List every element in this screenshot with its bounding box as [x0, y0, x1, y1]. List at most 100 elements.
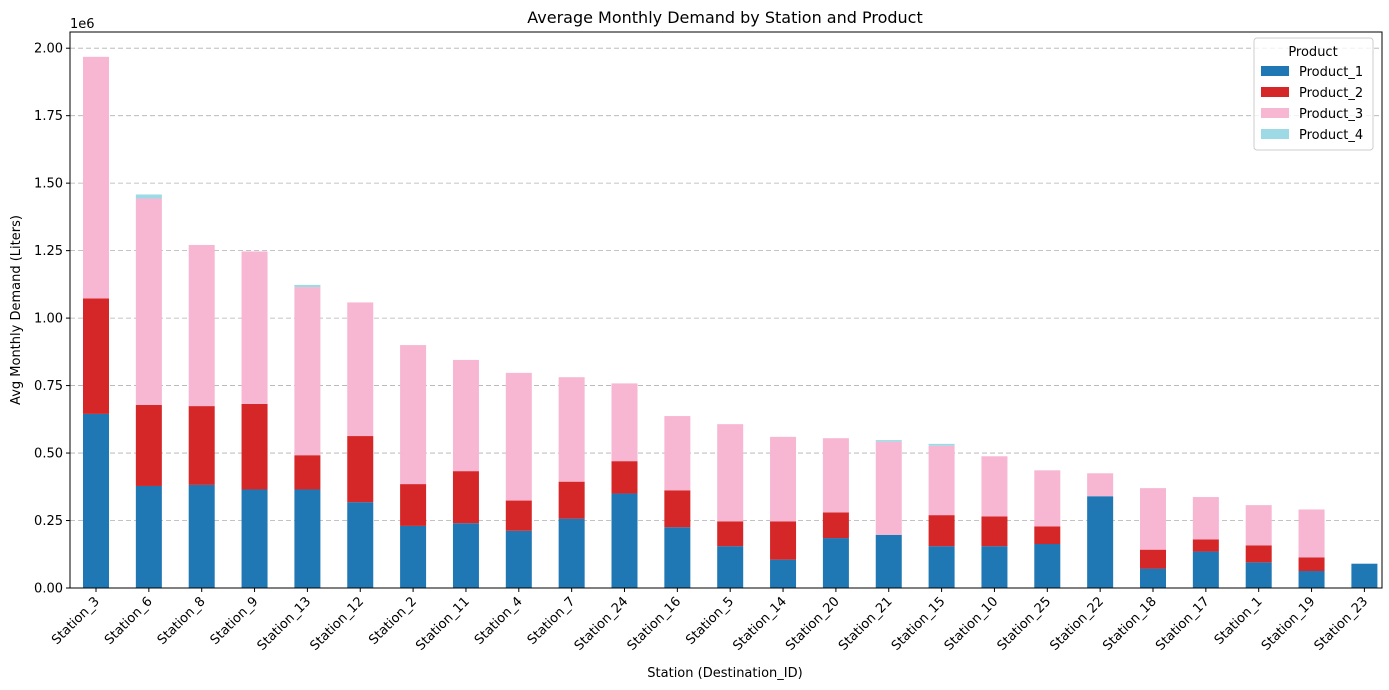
bar-segment-product-3	[981, 456, 1008, 517]
bar-segment-product-2	[717, 521, 744, 547]
y-tick-label: 0.50	[34, 447, 63, 462]
y-tick-label: 1.00	[34, 312, 63, 327]
bar-segment-product-3	[400, 345, 427, 485]
bar-segment-product-3	[1140, 488, 1166, 550]
x-tick-label: Station_1	[1212, 594, 1266, 648]
x-tick-label: Station_23	[1312, 594, 1372, 654]
bar-segment-product-1	[611, 493, 638, 588]
bar-segment-product-3	[664, 416, 691, 491]
bar-segment-product-2	[664, 490, 691, 528]
legend-swatch	[1261, 87, 1289, 97]
bar-segment-product-3	[770, 436, 797, 522]
bar-segment-product-1	[83, 413, 109, 588]
chart-title: Average Monthly Demand by Station and Pr…	[527, 8, 923, 27]
bar-segment-product-2	[241, 403, 268, 490]
bar-segment-product-4	[135, 194, 162, 199]
bar-segment-product-3	[822, 438, 849, 513]
bar-segment-product-2	[1298, 557, 1325, 571]
bar-segment-product-1	[1140, 568, 1166, 588]
legend-swatch	[1261, 129, 1289, 139]
legend-swatch	[1261, 108, 1289, 118]
x-tick-label: Station_11	[413, 594, 473, 654]
y-tick-label: 1.25	[34, 244, 63, 259]
bar-segment-product-1	[1351, 563, 1378, 588]
y-tick-label: 1.75	[34, 109, 63, 124]
x-tick-label: Station_21	[836, 594, 896, 654]
x-tick-label: Station_8	[155, 594, 209, 648]
bar-segment-product-3	[717, 424, 744, 522]
x-tick-label: Station_16	[625, 594, 685, 654]
bar-segment-product-3	[1245, 505, 1272, 546]
x-tick-label: Station_10	[942, 594, 1002, 654]
y-tick-label: 0.25	[34, 514, 63, 529]
bar-segment-product-3	[505, 372, 532, 501]
bar-segment-product-2	[981, 516, 1008, 547]
x-tick-label: Station_5	[683, 594, 737, 648]
bar-segment-product-3	[1192, 497, 1219, 540]
bar-segment-product-3	[294, 287, 321, 456]
bar-segment-product-1	[981, 546, 1008, 588]
x-tick-label: Station_12	[307, 594, 367, 654]
bar-segment-product-2	[135, 405, 162, 486]
x-tick-label: Station_19	[1259, 594, 1319, 654]
y-axis-label: Avg Monthly Demand (Liters)	[9, 215, 24, 405]
bar-segment-product-1	[1192, 551, 1219, 588]
bar-segment-product-2	[928, 515, 955, 547]
x-tick-label: Station_7	[525, 594, 579, 648]
bar-segment-product-2	[558, 481, 585, 519]
bar-segment-product-1	[717, 546, 744, 588]
bar-segment-product-3	[558, 377, 585, 482]
y-tick-label: 1.50	[34, 177, 63, 192]
bar-segment-product-3	[1087, 473, 1114, 497]
bar-segment-product-2	[770, 521, 797, 560]
x-axis-ticks: Station_3 Station_6 Station_8 Station_9Stat…	[49, 588, 1371, 654]
legend-entry-label: Product_3	[1299, 107, 1363, 122]
bar-segment-product-2	[1245, 545, 1272, 563]
x-tick-label: Station_15	[889, 594, 949, 654]
x-tick-label: Station_24	[572, 594, 632, 654]
bar-segment-product-2	[400, 484, 427, 526]
bar-segment-product-4	[294, 284, 321, 288]
bar-segment-product-2	[294, 455, 321, 490]
x-tick-label: Station_14	[730, 594, 790, 654]
bar-segment-product-2	[452, 471, 479, 524]
bar-segment-product-1	[347, 502, 374, 588]
y-tick-label: 0.00	[34, 582, 63, 597]
x-tick-label: Station_3	[49, 594, 103, 648]
x-tick-label: Station_25	[995, 594, 1055, 654]
bar-segment-product-1	[452, 523, 479, 588]
bar-segment-product-2	[347, 436, 374, 503]
bar-segment-product-2	[822, 512, 849, 539]
bar-segment-product-3	[452, 359, 479, 472]
x-tick-label: Station_2	[366, 594, 420, 648]
bar-segment-product-1	[770, 559, 797, 588]
bar-segment-product-3	[135, 198, 162, 406]
legend: Product Product_1 Product_2 Product_3 Produ…	[1253, 37, 1374, 151]
bar-segment-product-3	[1298, 509, 1325, 558]
bar-segment-product-1	[875, 534, 902, 588]
x-tick-label: Station_13	[255, 594, 315, 654]
legend-entry-label: Product_4	[1299, 128, 1363, 143]
y-tick-label: 2.00	[34, 42, 63, 57]
bar-segment-product-3	[347, 302, 374, 437]
legend-entry-label: Product_2	[1299, 86, 1363, 101]
x-axis-label: Station (Destination_ID)	[647, 666, 802, 681]
y-offset-text: 1e6	[70, 17, 95, 32]
bar-segment-product-1	[294, 489, 321, 588]
bar-segment-product-2	[1140, 549, 1166, 569]
bar-segment-product-4	[875, 440, 902, 442]
bar-segment-product-2	[83, 298, 109, 414]
bar-segment-product-3	[875, 441, 902, 535]
plot-frame	[69, 31, 1383, 589]
bar-segment-product-1	[1298, 570, 1325, 588]
bar-segment-product-1	[1034, 544, 1061, 588]
bar-segment-product-1	[1245, 562, 1272, 588]
x-tick-label: Station_20	[783, 594, 843, 654]
bar-segment-product-3	[241, 251, 268, 404]
bar-segment-product-3	[1034, 470, 1061, 527]
legend-swatch	[1261, 66, 1289, 76]
x-tick-label: Station_18	[1100, 594, 1160, 654]
bar-segment-product-1	[505, 530, 532, 588]
bar-segment-product-1	[135, 485, 162, 588]
